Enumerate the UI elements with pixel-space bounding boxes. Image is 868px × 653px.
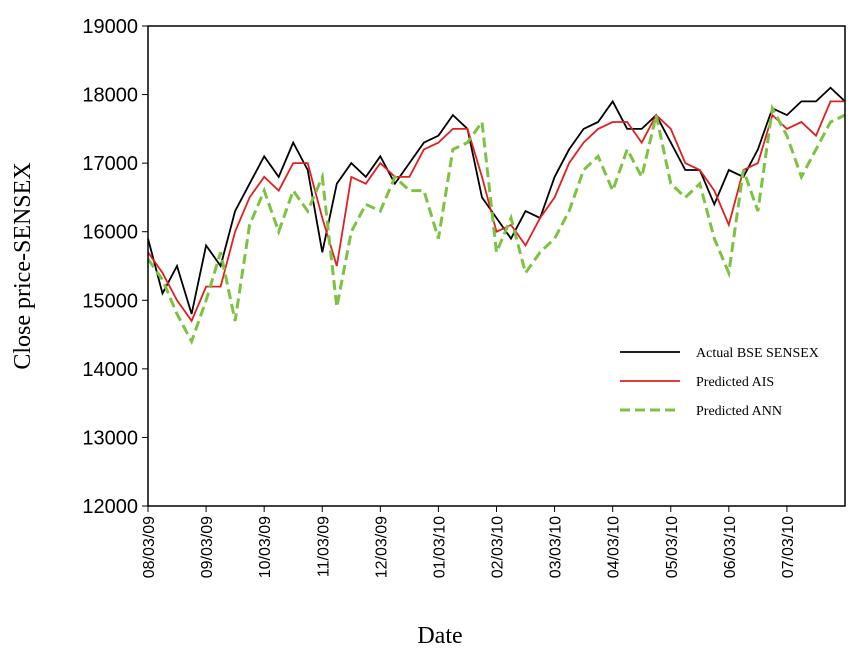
x-axis-label: Date: [417, 623, 462, 649]
x-tick-label: 04/03/10: [606, 516, 623, 578]
y-tick-label: 15000: [82, 290, 138, 312]
legend-label: Predicted AIS: [696, 375, 774, 390]
series-line: [147, 86, 846, 315]
y-tick-label: 14000: [82, 359, 138, 381]
x-tick-label: 03/03/10: [548, 516, 565, 578]
legend-label: Predicted ANN: [696, 404, 782, 419]
y-tick-label: 17000: [82, 153, 138, 175]
x-tick-label: 09/03/09: [199, 516, 216, 578]
x-tick-label: 01/03/10: [431, 516, 448, 578]
x-tick-label: 10/03/09: [257, 516, 274, 578]
series-line: [146, 103, 846, 346]
y-tick-label: 13000: [82, 427, 138, 449]
y-tick-label: 16000: [82, 222, 138, 244]
x-tick-label: 02/03/10: [490, 516, 507, 578]
x-tick-label: 11/03/09: [315, 516, 332, 577]
x-tick-label: 05/03/10: [664, 516, 681, 578]
x-tick-label: 12/03/09: [373, 516, 390, 578]
y-tick-label: 18000: [82, 85, 138, 107]
legend-label: Actual BSE SENSEX: [696, 346, 819, 361]
y-tick-label: 12000: [82, 496, 138, 518]
y-tick-label: 19000: [82, 16, 138, 38]
x-tick-label: 06/03/10: [722, 516, 739, 578]
x-tick-label: 07/03/10: [780, 516, 797, 578]
y-axis-label: Close price-SENSEX: [10, 162, 36, 369]
series-line: [147, 100, 845, 323]
x-tick-label: 08/03/09: [141, 516, 158, 578]
plot-frame: [147, 25, 846, 507]
